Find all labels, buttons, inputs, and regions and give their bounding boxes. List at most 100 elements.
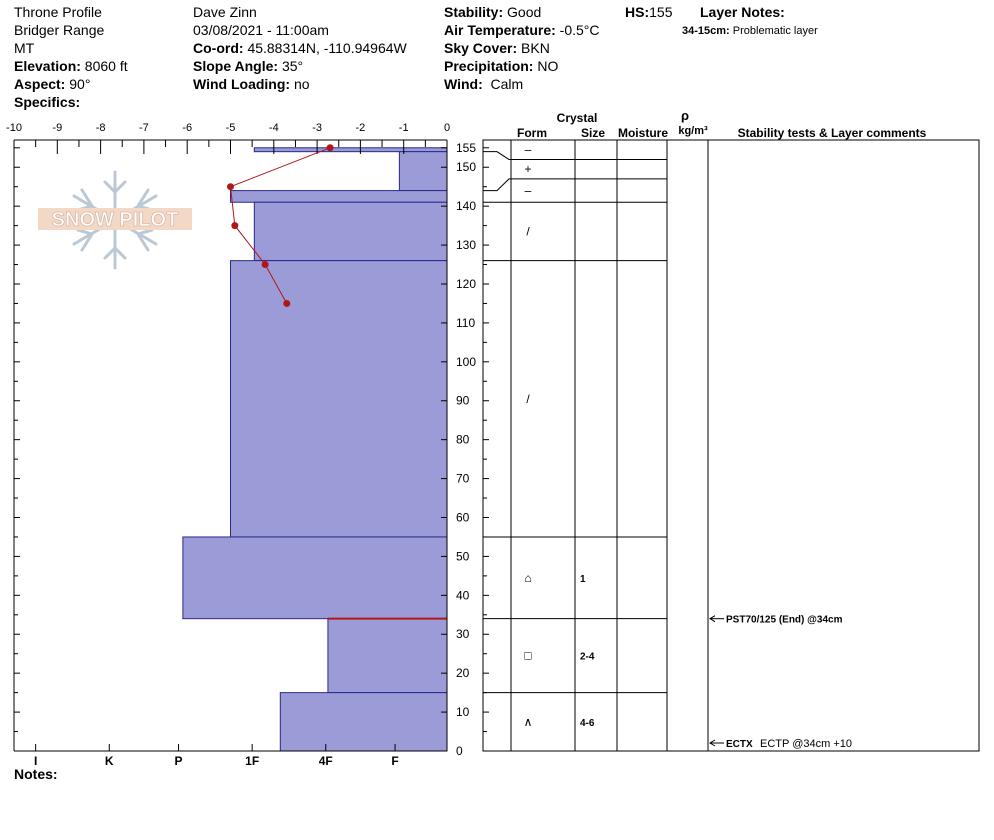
temp-tick-label: -7 xyxy=(139,122,149,134)
hardness-layer-bar xyxy=(182,536,448,620)
height-tick-label: 90 xyxy=(456,394,470,408)
stability-test-label: ECTX xyxy=(726,739,753,750)
air-temp-field: Air Temperature: -0.5°C xyxy=(444,21,600,39)
test-pointer-arrow xyxy=(709,615,716,623)
precip-field: Precipitation: NO xyxy=(444,57,558,75)
wind-loading-value: no xyxy=(293,76,310,92)
grain-form-symbol: + xyxy=(524,162,531,176)
height-tick-label: 50 xyxy=(456,549,470,563)
notes-label: Notes: xyxy=(14,766,58,782)
specifics-field: Specifics: xyxy=(14,93,80,111)
layer-note-text: Problematic layer xyxy=(732,25,818,37)
temp-tick-label: -1 xyxy=(399,122,409,134)
sky-label: Sky Cover: xyxy=(444,40,518,56)
grain-form-symbol: – xyxy=(525,143,532,157)
temperature-point xyxy=(231,222,239,230)
obs-datetime: 03/08/2021 - 11:00am xyxy=(193,22,329,38)
height-tick-label: 130 xyxy=(456,238,476,252)
snowpilot-watermark: SNOW PILOT xyxy=(38,170,192,270)
observer-name: Dave Zinn xyxy=(193,4,257,20)
range-name: Bridger Range xyxy=(14,22,105,38)
height-tick-label: 150 xyxy=(456,160,476,174)
hs-label: HS: xyxy=(625,4,650,20)
hardness-label: P xyxy=(175,754,183,768)
crystal-header: Crystal xyxy=(557,111,598,125)
precip-value: NO xyxy=(537,58,559,74)
temperature-point xyxy=(283,299,291,307)
layer-connector xyxy=(483,178,511,192)
temp-tick-label: 0 xyxy=(444,122,450,134)
height-tick-label: 70 xyxy=(456,472,470,486)
layer-notes-label: Layer Notes: xyxy=(700,4,785,20)
temp-tick-label: -5 xyxy=(226,122,236,134)
hardness-layer-bar xyxy=(230,260,448,538)
layer-table: – + – / / ⌂ 1 □ 2-4 ∧ 4-6 PST70/125 (End) @34cm ECTX… xyxy=(482,139,980,752)
hardness-label: 1F xyxy=(245,754,259,768)
grain-size-value: 1 xyxy=(580,574,586,585)
sky-value: BKN xyxy=(521,40,550,56)
hs-value: 155 xyxy=(649,4,673,20)
layer-connector xyxy=(483,151,511,160)
density-unit-header: kg/m³ xyxy=(678,125,708,137)
elevation-label: Elevation: xyxy=(14,58,81,74)
hardness-temperature-panel: -10 -9 -8 -7 -6 -5 -4 -3 -2 -1 0010203040506070809… xyxy=(6,122,476,768)
aspect-label: Aspect: xyxy=(14,76,66,92)
moisture-header: Moisture xyxy=(618,126,668,140)
coord-label: Co-ord: xyxy=(193,40,244,56)
table-frame xyxy=(482,139,980,752)
temp-tick-label: -2 xyxy=(356,122,366,134)
air-temp-label: Air Temperature: xyxy=(444,22,556,38)
wind-field: Wind: Calm xyxy=(444,75,523,93)
stability-test-label: PST70/125 (End) @34cm xyxy=(726,615,843,626)
test-pointer-arrow xyxy=(709,739,716,747)
specifics-label: Specifics: xyxy=(14,94,81,110)
coord-field: Co-ord: 45.88314N, -110.94964W xyxy=(193,39,407,57)
hardness-layer-bar xyxy=(253,147,448,153)
temp-tick-label: -9 xyxy=(52,122,62,134)
aspect-field: Aspect: 90° xyxy=(14,75,90,93)
grain-form-symbol: / xyxy=(526,392,530,406)
layer-note-range: 34-15cm: xyxy=(682,25,730,37)
size-header: Size xyxy=(581,126,605,140)
hardness-layer-bar xyxy=(253,201,448,262)
grain-form-symbol: ∧ xyxy=(524,715,533,729)
hs-field: HS:155 xyxy=(625,3,672,21)
wind-value: Calm xyxy=(490,76,524,92)
air-temp-value: -0.5°C xyxy=(559,22,600,38)
form-header: Form xyxy=(517,126,547,140)
temp-tick-label: -4 xyxy=(269,122,279,134)
stability-header: Stability tests & Layer comments xyxy=(738,126,927,140)
stability-field: Stability: Good xyxy=(444,3,541,21)
height-tick-label: 140 xyxy=(456,199,476,213)
stability-test-detail: ECTP @34cm +10 xyxy=(760,738,852,750)
height-tick-label: 110 xyxy=(456,316,475,330)
elevation-value: 8060 ft xyxy=(84,58,128,74)
height-tick-label: 30 xyxy=(456,627,470,641)
height-tick-label: 155 xyxy=(456,141,476,155)
height-tick-label: 0 xyxy=(456,744,463,758)
height-tick-label: 40 xyxy=(456,588,470,602)
grain-form-symbol: – xyxy=(525,184,532,198)
slope-label: Slope Angle: xyxy=(193,58,279,74)
state-name: MT xyxy=(14,40,35,56)
coord-value: 45.88314N, -110.94964W xyxy=(247,40,407,56)
rho-header: ρ xyxy=(681,108,689,123)
height-tick-label: 120 xyxy=(456,277,476,291)
temp-tick-label: -6 xyxy=(182,122,192,134)
height-tick-label: 80 xyxy=(456,433,470,447)
height-tick-label: 60 xyxy=(456,510,470,524)
temp-tick-label: -10 xyxy=(6,122,22,134)
watermark-text: SNOW PILOT xyxy=(52,209,179,231)
sky-field: Sky Cover: BKN xyxy=(444,39,550,57)
hardness-layer-bar xyxy=(230,190,448,203)
hardness-label: K xyxy=(105,754,114,768)
hardness-layer-bar xyxy=(279,692,448,752)
location-name: Throne Profile xyxy=(14,4,102,20)
aspect-value: 90° xyxy=(69,76,91,92)
grain-size-value: 4-6 xyxy=(580,718,595,729)
hardness-layer-bar xyxy=(327,618,448,694)
temp-tick-label: -3 xyxy=(312,122,322,134)
height-tick-label: 20 xyxy=(456,666,470,680)
hardness-label: 4F xyxy=(319,754,333,768)
